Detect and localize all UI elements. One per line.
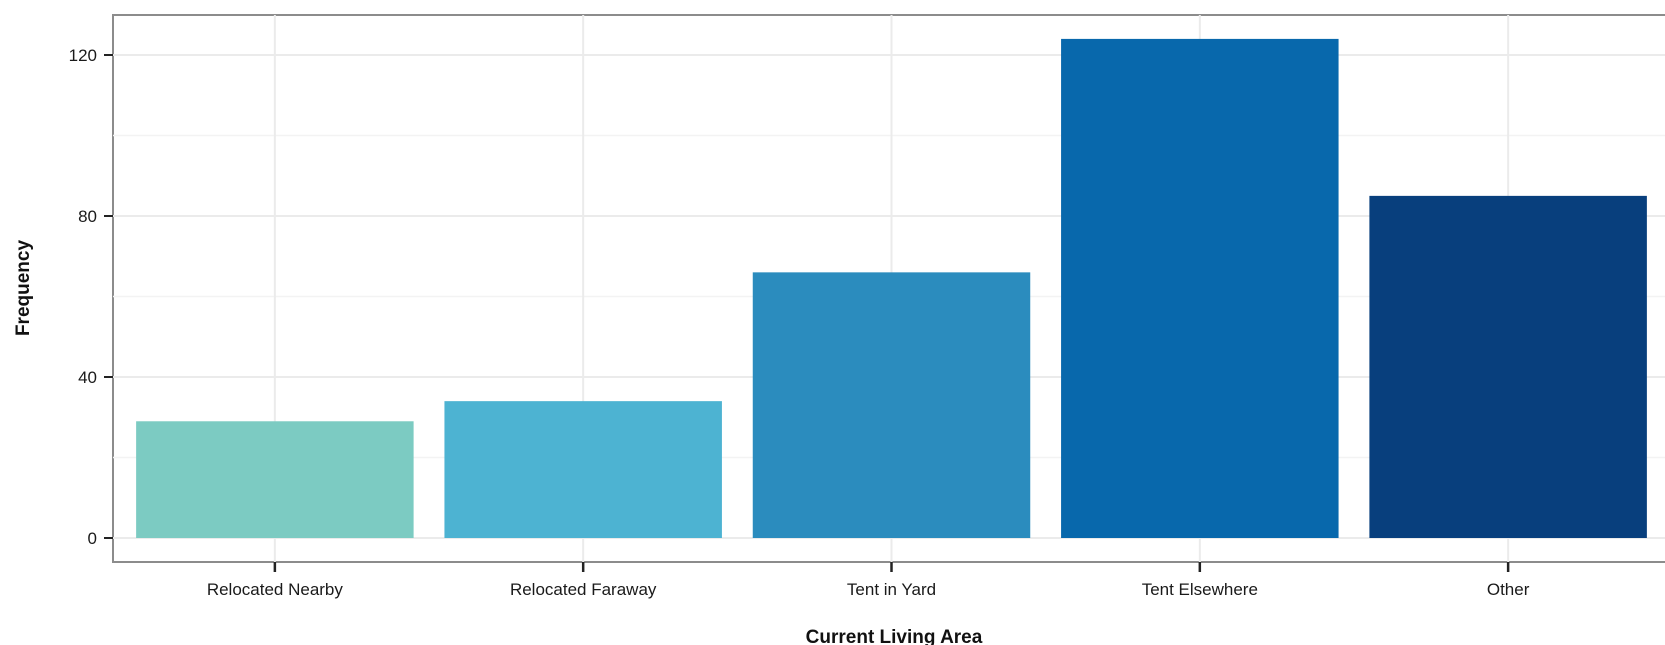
y-tick-label: 120 <box>69 46 97 65</box>
x-axis-title: Current Living Area <box>806 627 983 645</box>
bar <box>444 401 722 538</box>
bar <box>136 421 414 538</box>
bar <box>1061 38 1339 539</box>
x-tick-label: Relocated Nearby <box>207 580 344 599</box>
bar <box>1369 195 1647 538</box>
bar <box>752 272 1031 538</box>
x-tick-label: Other <box>1487 580 1530 599</box>
y-tick-label: 0 <box>88 529 97 548</box>
x-axis: Relocated Nearby Relocated Faraway Tent in… <box>207 562 1530 599</box>
bars <box>136 38 1647 539</box>
y-axis: 0 40 80 120 <box>69 46 113 548</box>
x-tick-label: Tent in Yard <box>847 580 936 599</box>
y-tick-label: 40 <box>78 368 97 387</box>
x-tick-label: Relocated Faraway <box>510 580 657 599</box>
x-tick-label: Tent Elsewhere <box>1142 580 1258 599</box>
y-tick-label: 80 <box>78 207 97 226</box>
y-axis-title: Frequency <box>13 240 34 337</box>
